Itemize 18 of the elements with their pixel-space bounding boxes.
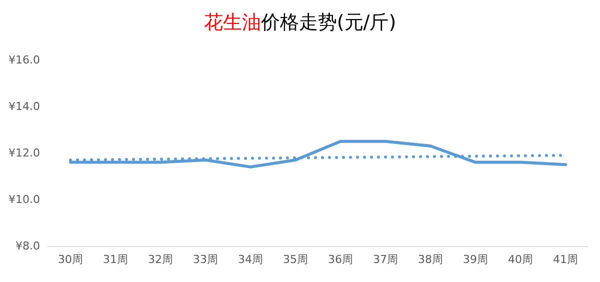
x-tick-label: 35周 xyxy=(283,253,308,266)
x-tick-label: 31周 xyxy=(103,253,128,266)
x-tick-label: 32周 xyxy=(148,253,173,266)
x-tick-label: 36周 xyxy=(328,253,353,266)
y-tick-label: ¥10.0 xyxy=(8,193,40,206)
x-tick-label: 37周 xyxy=(373,253,398,266)
x-tick-label: 30周 xyxy=(58,253,83,266)
x-tick-label: 39周 xyxy=(463,253,488,266)
x-tick-label: 40周 xyxy=(508,253,533,266)
x-tick-label: 38周 xyxy=(418,253,443,266)
chart-title: 花生油价格走势(元/斤) xyxy=(204,12,396,34)
x-tick-label: 34周 xyxy=(238,253,263,266)
x-tick-label: 41周 xyxy=(553,253,578,266)
y-tick-label: ¥12.0 xyxy=(8,146,40,160)
y-tick-label: ¥8.0 xyxy=(16,240,40,252)
y-tick-label: ¥14.0 xyxy=(8,100,40,113)
x-tick-label: 33周 xyxy=(193,253,218,266)
y-tick-label: ¥16.0 xyxy=(8,54,40,66)
